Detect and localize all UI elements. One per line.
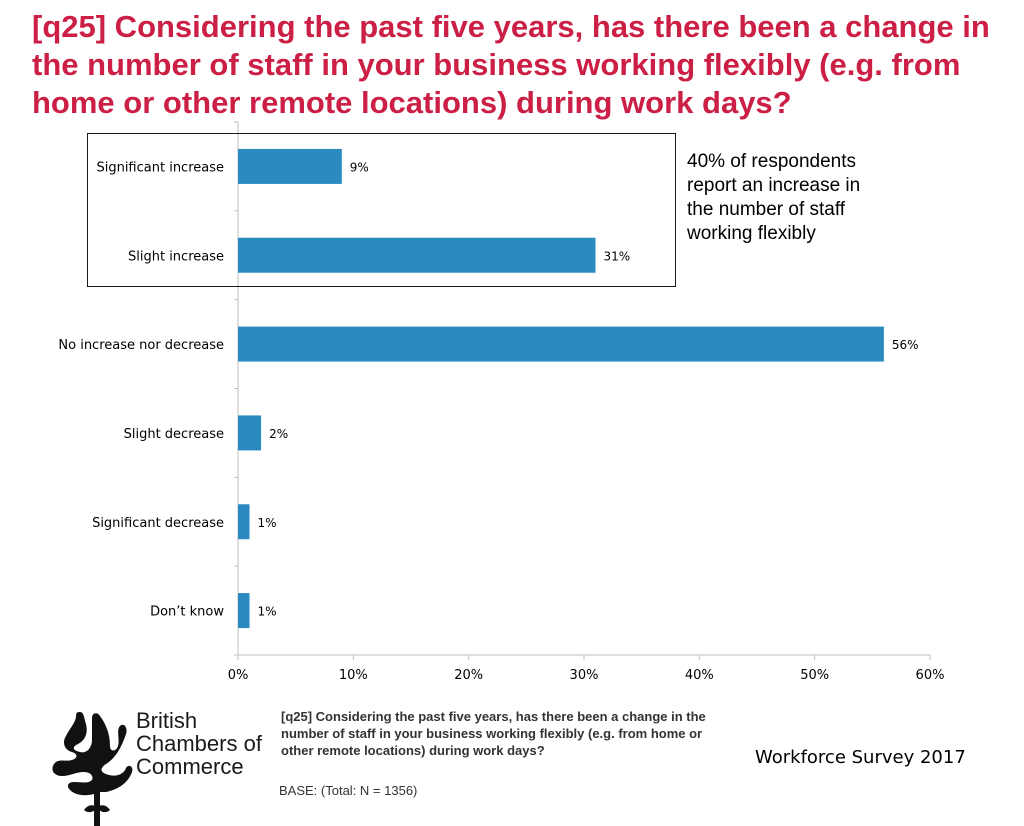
chart-axes [234,121,931,660]
callout-text: 40% of respondents report an increase in… [687,151,861,244]
value-label: 9% [350,160,369,174]
bar [238,326,884,362]
value-label: 56% [892,338,919,352]
value-labels: 9% 31% 56% 2% 1% 1% [258,160,919,618]
category-label: Significant decrease [92,516,224,531]
x-tick-label: 50% [800,668,829,683]
category-labels: Significant increase Slight increase No in… [58,160,224,619]
bar [238,237,596,273]
x-tick-label: 60% [916,668,945,683]
chart-bars [238,148,884,629]
survey-label: Workforce Survey 2017 [755,747,966,768]
highlight-box [87,133,676,287]
bar [238,415,262,451]
x-tick-label: 30% [570,668,599,683]
logo-line-2: Chambers of [136,731,262,756]
bar [238,148,342,184]
category-label: Slight decrease [124,427,224,442]
base-note: BASE: (Total: N = 1356) [279,783,418,798]
value-label: 1% [258,516,277,530]
category-label: Slight increase [128,249,224,264]
logo-line-1: British [136,708,198,733]
value-label: 31% [604,249,631,263]
x-tick-labels: 0% 10% 20% 30% 40% 50% 60% [228,668,945,683]
x-tick-label: 40% [685,668,714,683]
logo-text: British Chambers of Commerce [136,709,262,778]
bar [238,593,250,629]
bar-chart: Significant increase Slight increase No in… [58,121,945,683]
value-label: 2% [269,427,288,441]
category-label: Significant increase [96,160,224,175]
x-tick-label: 10% [339,668,368,683]
question-footnote: [q25] Considering the past five years, h… [281,709,706,758]
value-label: 1% [258,605,277,619]
x-tick-label: 0% [228,668,249,683]
x-tick-label: 20% [454,668,483,683]
category-label: No increase nor decrease [58,338,224,353]
page-title: [q25] Considering the past five years, h… [32,9,990,120]
logo-line-3: Commerce [136,754,244,779]
category-label: Don’t know [150,605,224,620]
flower-icon [52,712,133,826]
bar [238,504,250,540]
